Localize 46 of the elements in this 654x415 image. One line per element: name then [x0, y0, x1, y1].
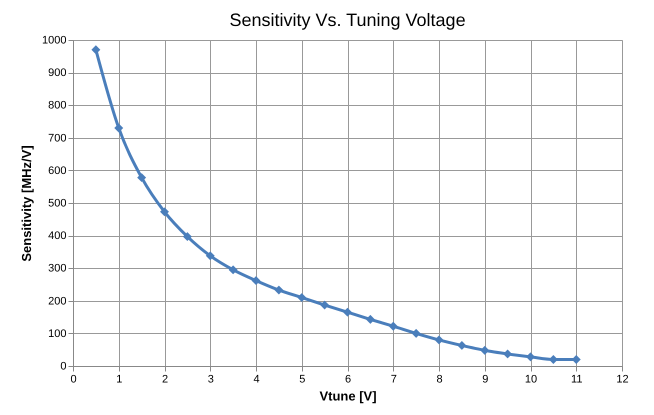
x-tick-label: 4 — [253, 374, 260, 386]
y-tick-label: 800 — [48, 100, 66, 112]
point — [114, 124, 124, 132]
point — [160, 207, 169, 216]
x-tick-label: 11 — [571, 374, 582, 386]
y-tick-label: 300 — [48, 262, 66, 275]
x-tick-label: 3 — [208, 374, 214, 386]
x-tick-label: 7 — [390, 374, 397, 386]
y-axis-title: Sensitivity [MHz/V] — [19, 145, 34, 262]
point — [434, 335, 444, 344]
x-tick-label: 6 — [344, 374, 352, 386]
y-tick-label: 700 — [48, 132, 66, 144]
y-tick-label: 1000 — [42, 34, 66, 46]
point — [388, 322, 398, 331]
y-tick-label: 600 — [48, 164, 66, 177]
point — [297, 293, 306, 302]
y-tick-label: 200 — [48, 295, 66, 308]
point — [526, 352, 535, 362]
point — [228, 265, 238, 274]
point — [320, 300, 330, 310]
point — [206, 251, 215, 260]
point — [91, 45, 100, 54]
x-tick-label: 10 — [524, 374, 538, 386]
x-tick-label: 8 — [436, 374, 443, 386]
y-tick-label: 500 — [48, 198, 66, 210]
y-tick-label: 400 — [48, 230, 66, 242]
x-tick-label: 5 — [299, 374, 306, 386]
x-tick-label: 2 — [162, 374, 168, 386]
y-tick-label: 900 — [48, 67, 66, 80]
point — [252, 276, 260, 286]
y-tick-label: 100 — [48, 328, 66, 340]
x-tick-label: 0 — [70, 374, 77, 386]
point — [366, 314, 375, 324]
point — [412, 328, 421, 338]
point — [137, 173, 146, 182]
point — [182, 232, 192, 242]
chart-title: Sensitivity Vs. Tuning Voltage — [229, 10, 466, 30]
point — [457, 340, 466, 350]
x-tick-label: 12 — [616, 374, 629, 386]
x-tick-label: 9 — [482, 374, 488, 386]
point — [480, 346, 490, 355]
y-tick-label: 0 — [60, 360, 66, 372]
point — [274, 286, 284, 295]
point — [343, 308, 352, 317]
x-tick-label: 1 — [116, 374, 122, 386]
x-axis-title: Vtune [V] — [319, 388, 377, 404]
